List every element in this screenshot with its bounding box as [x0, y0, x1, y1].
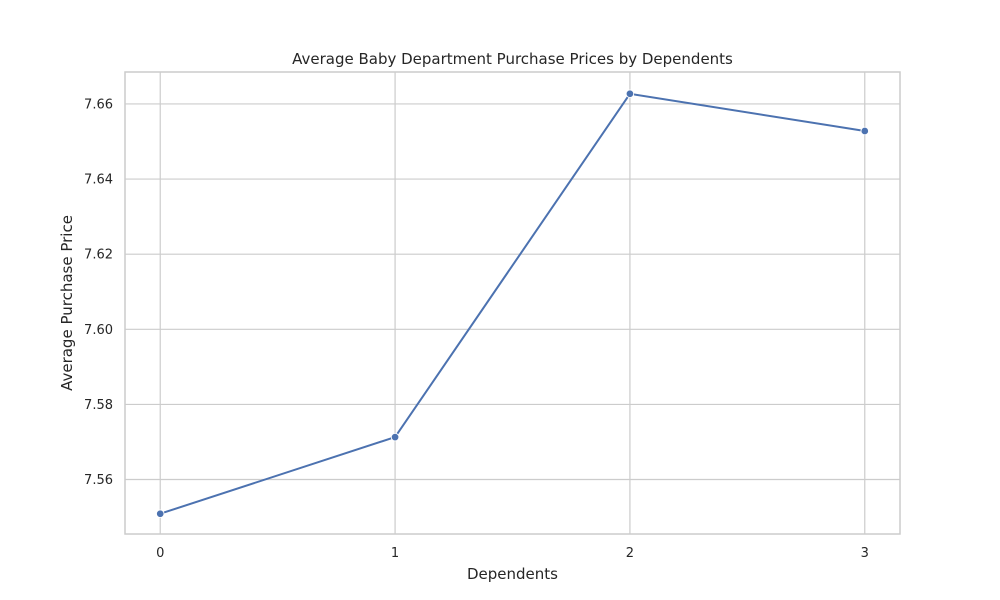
data-point [155, 509, 165, 518]
y-axis-title: Average Purchase Price [58, 215, 76, 391]
x-tick-label: 1 [391, 546, 399, 561]
y-tick-label: 7.60 [84, 323, 113, 338]
y-tick-label: 7.64 [84, 173, 113, 188]
grid-lines [125, 72, 900, 534]
plot-frame [124, 71, 901, 535]
data-point [860, 126, 870, 136]
x-tick-labels: 0 1 2 3 [156, 546, 869, 561]
series-line [159, 92, 866, 515]
x-tick-label: 2 [626, 546, 634, 561]
y-tick-label: 7.66 [84, 97, 113, 112]
data-point [390, 432, 400, 442]
y-tick-label: 7.56 [84, 473, 113, 488]
x-tick-label: 0 [156, 546, 164, 561]
y-tick-label: 7.58 [84, 398, 113, 413]
y-tick-labels: 7.56 7.58 7.60 7.62 7.64 7.66 [84, 97, 113, 488]
series-layer [155, 89, 870, 518]
data-point [625, 89, 635, 99]
chart-title: Average Baby Department Purchase Prices … [292, 50, 733, 68]
y-tick-label: 7.62 [84, 248, 113, 263]
x-tick-label: 3 [861, 546, 869, 561]
x-axis-title: Dependents [467, 565, 558, 583]
